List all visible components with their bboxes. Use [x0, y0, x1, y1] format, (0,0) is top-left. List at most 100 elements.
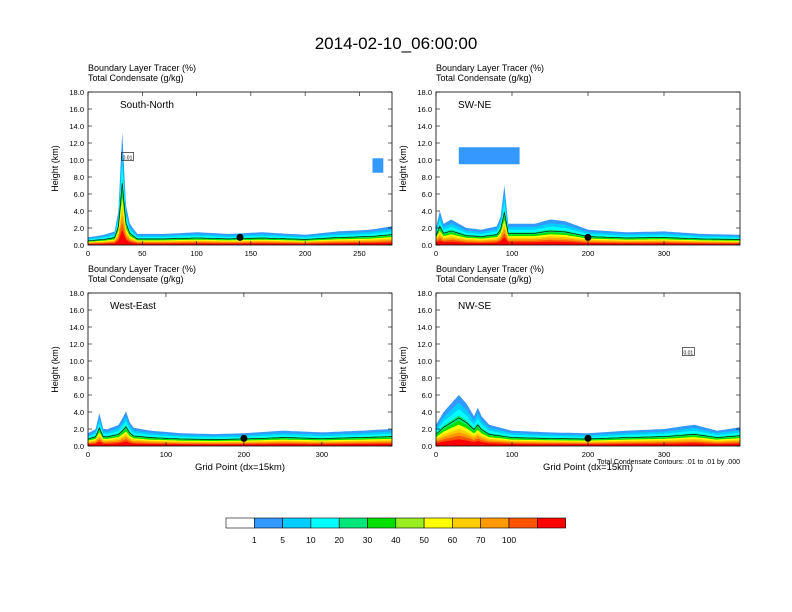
ytick-label: 16.0 — [69, 306, 84, 315]
colorbar: 1 5 10 20 30 40 50 60 70 100 — [225, 517, 566, 545]
ytick-label: 10.0 — [417, 156, 432, 165]
contour-label: 0.01 — [683, 351, 693, 357]
colorbar-swatch — [508, 517, 538, 529]
xtick-label: 0 — [434, 249, 438, 258]
colorbar-label: 10 — [306, 535, 316, 545]
xtick-label: 150 — [245, 249, 258, 258]
colorbar-label: 5 — [280, 535, 285, 545]
xtick-label: 0 — [86, 450, 90, 459]
tracer-patch-0 — [372, 158, 384, 173]
ytick-label: 10.0 — [69, 357, 84, 366]
ytick-label: 12.0 — [69, 340, 84, 349]
ytick-label: 10.0 — [69, 156, 84, 165]
ytick-label: 16.0 — [417, 306, 432, 315]
colorbar-label: 70 — [476, 535, 486, 545]
xtick-label: 300 — [658, 249, 671, 258]
xtick-label: 100 — [506, 450, 519, 459]
colorbar-label: 1 — [252, 535, 257, 545]
tracer-field — [88, 132, 392, 245]
tracer-patch-0 — [458, 147, 520, 165]
xtick-label: 200 — [238, 450, 251, 459]
colorbar-swatch — [225, 517, 255, 529]
plot-frame — [87, 292, 393, 447]
panel-south-north: Boundary Layer Tracer (%)Total Condensat… — [50, 63, 393, 258]
colorbar-label: 40 — [391, 535, 401, 545]
colorbar-label: 50 — [419, 535, 429, 545]
tracer-band-9 — [88, 230, 392, 245]
xtick-label: 300 — [316, 450, 329, 459]
panel-label: South-North — [120, 100, 174, 111]
condensate-contour — [87, 426, 393, 440]
panel-label: West-East — [110, 301, 156, 312]
tracer-field — [436, 147, 740, 245]
ytick-label: 6.0 — [422, 190, 432, 199]
ytick-label: 4.0 — [422, 408, 432, 417]
ytick-label: 14.0 — [69, 323, 84, 332]
colorbar-label: 30 — [363, 535, 373, 545]
colorbar-label: 100 — [502, 535, 516, 545]
ytick-label: 6.0 — [422, 391, 432, 400]
ytick-label: 14.0 — [417, 122, 432, 131]
panel-label: NW-SE — [458, 301, 491, 312]
location-marker — [584, 434, 592, 442]
colorbar-label: 20 — [334, 535, 344, 545]
plot-frame — [87, 91, 393, 246]
ytick-label: 12.0 — [69, 139, 84, 148]
ytick-label: 4.0 — [74, 408, 84, 417]
panel-subtitle-line1: Boundary Layer Tracer (%) — [436, 264, 544, 274]
ytick-label: 2.0 — [74, 224, 84, 233]
panel-subtitle-line2: Total Condensate (g/kg) — [88, 274, 184, 284]
ytick-label: 18.0 — [69, 289, 84, 298]
colorbar-swatch — [423, 517, 453, 529]
ytick-label: 12.0 — [417, 340, 432, 349]
panel-nw-se: Boundary Layer Tracer (%)Total Condensat… — [398, 264, 741, 473]
ytick-label: 16.0 — [69, 105, 84, 114]
ytick-label: 2.0 — [74, 425, 84, 434]
ytick-label: 18.0 — [417, 289, 432, 298]
xtick-label: 100 — [506, 249, 519, 258]
xtick-label: 300 — [658, 450, 671, 459]
ylabel: Height (km) — [398, 346, 408, 393]
ytick-label: 4.0 — [74, 207, 84, 216]
panel-label: SW-NE — [458, 100, 491, 111]
tracer-field — [88, 411, 392, 446]
location-marker — [240, 434, 248, 442]
ytick-label: 0.0 — [422, 442, 432, 451]
ytick-label: 8.0 — [422, 173, 432, 182]
panel-subtitle-line2: Total Condensate (g/kg) — [436, 274, 532, 284]
xlabel: Grid Point (dx=15km) — [543, 462, 633, 473]
ytick-label: 4.0 — [422, 207, 432, 216]
figure-title: 2014-02-10_06:00:00 — [315, 34, 478, 53]
ylabel: Height (km) — [50, 145, 60, 192]
ytick-label: 10.0 — [417, 357, 432, 366]
panel-sw-ne: Boundary Layer Tracer (%)Total Condensat… — [398, 63, 741, 258]
ytick-label: 6.0 — [74, 391, 84, 400]
contour-label-box — [121, 152, 134, 161]
colorbar-swatch — [338, 517, 368, 529]
xtick-label: 200 — [299, 249, 312, 258]
panel-subtitle-line1: Boundary Layer Tracer (%) — [88, 63, 196, 73]
xtick-label: 200 — [582, 450, 595, 459]
xlabel: Grid Point (dx=15km) — [195, 462, 285, 473]
panels-layer: Boundary Layer Tracer (%)Total Condensat… — [50, 63, 741, 473]
ytick-label: 2.0 — [422, 224, 432, 233]
tracer-band-9 — [88, 441, 392, 446]
contour-label: 0.01 — [123, 155, 133, 161]
plot-frame — [435, 91, 741, 246]
contour-label-box — [682, 347, 695, 356]
ytick-label: 14.0 — [417, 323, 432, 332]
xtick-label: 50 — [138, 249, 146, 258]
ytick-label: 0.0 — [74, 442, 84, 451]
colorbar-swatch — [395, 517, 425, 529]
xtick-label: 200 — [582, 249, 595, 258]
ytick-label: 8.0 — [74, 173, 84, 182]
tracer-band-0 — [88, 132, 392, 245]
ytick-label: 18.0 — [69, 88, 84, 97]
colorbar-swatch — [282, 517, 312, 529]
ytick-label: 16.0 — [417, 105, 432, 114]
colorbar-swatch — [536, 517, 566, 529]
xtick-label: 100 — [190, 249, 203, 258]
ytick-label: 8.0 — [74, 374, 84, 383]
ytick-label: 0.0 — [422, 241, 432, 250]
